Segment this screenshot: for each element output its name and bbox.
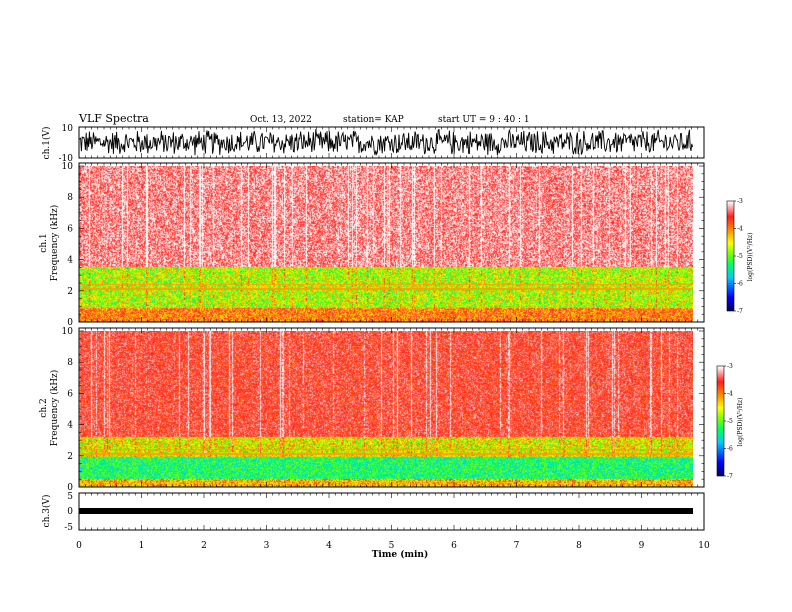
ch1-spectrogram-yticks: 0 2 4 6 8 10 [62,162,704,328]
colorbar-tick-label: -4 [727,391,733,398]
colorbar-tick-label: -6 [727,446,733,453]
colorbar-tick-label: -4 [737,226,743,233]
ch1-colorbar-ticks: -3 -4 -5 -6 -7 [734,198,743,315]
header-start-time: start UT = 9 : 40 : 1 [438,115,530,125]
ch2-colorbar-gradient [717,366,724,476]
y-tick-label: 6 [67,224,73,234]
ch1-spectrogram-ylabel: Frequency (kHz) [49,205,60,282]
colorbar-tick-label: -7 [727,473,733,480]
colorbar-tick-label: -3 [737,198,743,205]
colorbar-tick-label: -6 [737,281,743,288]
ch2-spectrogram-panel: 0 2 4 6 8 10 ch.2 Frequency (kHz) [39,327,705,493]
ch2-colorbar: -3 -4 -5 -6 -7 log(PSD)(V²/Hz) [716,363,744,480]
y-tick-label: 6 [67,389,73,399]
x-tick-label: 8 [576,541,582,551]
ch1-colorbar-gradient [727,201,734,311]
ch1-waveform-ylabel: ch.1(V) [41,127,52,160]
x-tick-label: 3 [264,541,270,551]
y-tick-label: 8 [67,193,73,203]
colorbar-tick-label: -5 [737,253,743,260]
y-tick-label: 2 [67,452,73,462]
ch1-spectrogram-image [79,166,693,322]
ch1-waveform-panel: 10 -10 ch.1(V) [41,124,705,164]
x-tick-label: 2 [201,541,207,551]
y-tick-label: 8 [67,358,73,368]
y-tick-label: 4 [67,421,73,431]
x-tick-label: 9 [639,541,645,551]
ch1-ytick-top: 10 [62,124,74,134]
figure-title: VLF Spectra [78,112,149,125]
time-axis-ticks: 0 1 2 3 4 5 6 7 8 9 10 [76,127,710,551]
ch3-ytick-top: 5 [67,492,73,502]
colorbar-tick-label: -7 [737,308,743,315]
ch2-spectrogram-image [79,331,693,487]
x-tick-label: 1 [139,541,145,551]
ch1-spectrogram-ylabel-channel: ch.1 [39,233,49,252]
ch1-spectrogram-panel: 0 2 4 6 8 10 ch.1 Frequency (kHz) [39,162,705,328]
y-tick-label: 2 [67,287,73,297]
y-tick-label: 10 [62,327,74,337]
ch1-colorbar: -3 -4 -5 -6 -7 log(PSD)(V²/Hz) [726,198,754,315]
ch1-waveform-line [78,128,694,156]
ch3-waveform-panel: 5 0 -5 ch.3(V) [41,492,705,533]
y-tick-label: 0 [67,483,73,493]
ch2-colorbar-label: log(PSD)(V²/Hz) [737,398,744,447]
x-tick-label: 7 [514,541,520,551]
ch3-waveform-ylabel: ch.3(V) [41,495,52,528]
ch1-colorbar-label: log(PSD)(V²/Hz) [747,233,754,282]
header-station: station= KAP [343,115,404,125]
x-tick-label: 5 [389,541,395,551]
ch1-ytick-bottom: -10 [59,154,74,164]
y-tick-label: 0 [67,318,73,328]
x-tick-label: 0 [76,541,82,551]
x-tick-label: 6 [451,541,457,551]
y-tick-label: 10 [62,162,74,172]
ch2-spectrogram-ylabel: Frequency (kHz) [49,370,60,447]
colorbar-tick-label: -5 [727,418,733,425]
ch2-colorbar-ticks: -3 -4 -5 -6 -7 [724,363,733,480]
ch3-waveform-band [79,508,693,514]
x-tick-label: 10 [698,541,710,551]
ch2-spectrogram-yticks: 0 2 4 6 8 10 [62,327,704,493]
y-tick-label: 4 [67,256,73,266]
time-axis-label: Time (min) [372,549,429,560]
x-tick-label: 4 [326,541,332,551]
ch3-ytick-bottom: -5 [64,523,73,533]
colorbar-tick-label: -3 [727,363,733,370]
ch3-ytick-mid: 0 [67,507,73,517]
header-date: Oct. 13, 2022 [250,115,312,125]
ch2-spectrogram-ylabel-channel: ch.2 [39,398,49,417]
